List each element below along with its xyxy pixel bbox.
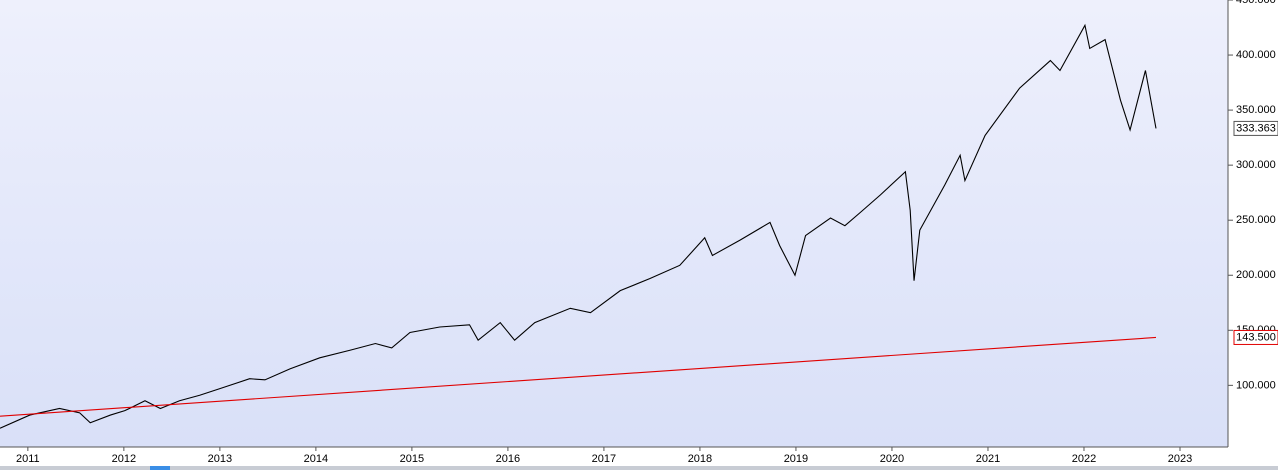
x-tick-label: 2013	[208, 453, 232, 465]
x-tick-label: 2021	[976, 453, 1000, 465]
x-tick-label: 2015	[400, 453, 424, 465]
x-tick-label: 2018	[688, 453, 712, 465]
scrollbar[interactable]	[0, 466, 1278, 470]
last-value-label: 143.500	[1236, 331, 1276, 343]
x-tick-label: 2022	[1072, 453, 1096, 465]
x-tick-label: 2023	[1168, 453, 1192, 465]
price-line	[0, 336, 1157, 417]
x-tick-label: 2017	[592, 453, 616, 465]
y-tick-label: 450.000	[1236, 0, 1276, 6]
plot-area	[0, 0, 1228, 447]
last-value-box	[1233, 329, 1278, 345]
x-tick-label: 2020	[880, 453, 904, 465]
y-axis-area	[1228, 0, 1278, 470]
y-tick-label: 100.000	[1236, 379, 1276, 391]
y-tick-label: 200.000	[1236, 269, 1276, 281]
price-line	[0, 23, 1157, 429]
y-tick-label: 300.000	[1236, 159, 1276, 171]
y-tick-label: 400.000	[1236, 49, 1276, 61]
y-tick-label: 250.000	[1236, 214, 1276, 226]
last-value-box	[1233, 120, 1278, 136]
x-tick-label: 2011	[16, 453, 40, 465]
x-tick-label: 2019	[784, 453, 808, 465]
x-tick-label: 2016	[496, 453, 520, 465]
x-tick-label: 2012	[112, 453, 136, 465]
x-tick-label: 2014	[304, 453, 328, 465]
last-value-label: 333.363	[1236, 122, 1276, 134]
x-axis-area	[0, 447, 1228, 470]
scroll-thumb[interactable]	[150, 466, 170, 470]
y-tick-label: 350.000	[1236, 104, 1276, 116]
